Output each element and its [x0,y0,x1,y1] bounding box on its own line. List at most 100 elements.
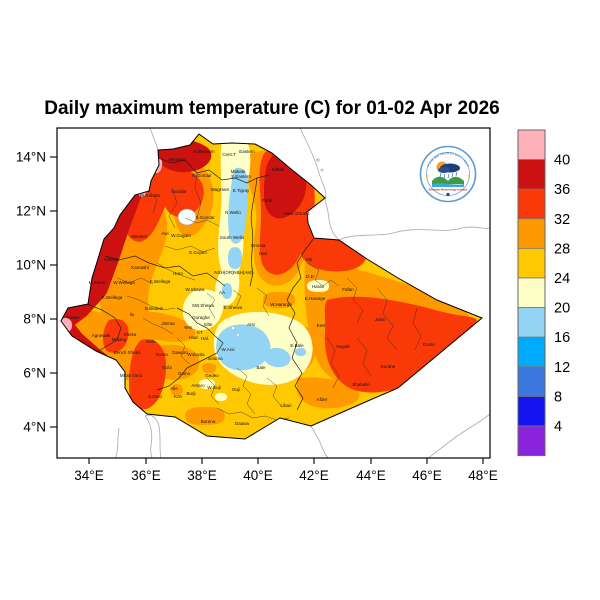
zone-label: Had. [189,335,199,340]
colorbar-cell-red [517,188,546,220]
colorbar-label: 4 [554,419,562,435]
temperature-colorbar: 40 36 32 28 24 20 16 12 8 4 [517,129,570,457]
zone-label: Erer [317,323,326,328]
zone-label: Alle [170,386,178,391]
x-tick-label: 34°E [74,468,103,483]
zone-label: Yem [184,325,193,330]
colorbar-label: 24 [554,271,570,287]
zone-label: E.Hararge [305,296,326,301]
zone-label: E.Tigray [233,188,250,193]
zone-label: Gondar [171,189,187,194]
zone-label: Kilbati [272,167,284,172]
colorbar-cell-orange [517,218,546,249]
colorbar-label: 32 [554,212,570,228]
zone-label: Mirab Omo [120,373,143,378]
zone-label: Agnewak [92,333,111,338]
x-tick-label: 42°E [299,468,328,483]
colorbar-label: 40 [554,153,570,169]
y-tick-label: 6°N [23,366,46,381]
zone-label: Jimma [161,321,175,326]
band-16-20 [216,167,306,371]
temperature-field [61,134,482,439]
plot-frame [56,127,491,459]
zone-label: N.Western [193,149,215,154]
colorbar-cell-darkred [517,159,546,190]
colorbar-cell-medblue [517,366,546,397]
zone-label: W.Gondar [140,193,161,198]
x-axis: 34°E 36°E 38°E 40°E 42°E 44°E 46°E 48°E [74,458,498,483]
zone-label: E.Wellega [150,279,171,284]
zone-boundaries [86,157,422,421]
colorbar-label: 16 [554,330,570,346]
zone-label: Metekel [131,234,147,239]
colorbar-cell-cream [517,277,546,309]
zone-label: SW.Shewa [192,303,215,308]
zone-label: AA [219,290,225,295]
zone-label: Horo [173,271,183,276]
zone-label: Gedeo [205,373,219,378]
colorbar-label: 36 [554,182,570,198]
zone-label: Bench Sheko [114,350,141,355]
logo-water-icon [432,183,464,187]
zone-label: Burji [186,391,195,396]
zone-label: Harari [312,284,324,289]
zone-label: K.Wellega [102,295,123,300]
zone-label: W.Hararge [270,302,292,307]
colorbar-outline [517,129,546,457]
colorbar-label: 28 [554,241,570,257]
lakes [177,208,240,337]
y-tick-label: 12°N [16,204,46,219]
zone-label: Awi [161,231,168,236]
zone-label: Hal. [201,336,209,341]
zone-label: NSH(OR) [214,270,234,275]
colorbar-label: 12 [554,360,570,376]
zone-label: M.Komo [89,280,106,285]
ethiopia-border [60,133,483,440]
page-title: Daily maximum temperature (C) for 01-02 … [44,98,500,119]
x-tick-label: 36°E [131,468,160,483]
colorbar-cell-blue [517,395,546,427]
zone-label: Eastern [239,149,255,154]
zone-label: Wolayita [187,352,205,357]
zone-label: Awsi /Zone 1 [284,211,310,216]
zone-label: Sheka [124,332,137,337]
zone-label: Siti [306,257,312,262]
zone-label: Guji [232,387,240,392]
zone-label: Arsi [247,322,255,327]
zone-label: Assosa [104,257,119,262]
colorbar-cell-lightblue [517,307,546,338]
zone-label: Gamo [178,371,191,376]
logo-star-left [426,175,428,177]
zone-label: Makale [231,169,246,174]
zone-label: S.Omo [148,394,163,399]
zone-label: Sidama [207,356,223,361]
zone-label: Silte [204,322,213,327]
zone-label: N.Gondar [192,173,212,178]
zone-label: N.Wello [225,210,241,215]
zone-label: Bale [256,365,266,370]
y-tick-label: 14°N [16,150,46,165]
zone-label: S.Eastern [231,174,251,179]
zone-label: Cent.T [222,152,236,157]
y-tick-label: 8°N [23,312,46,327]
zone-label: W.Guji [207,385,220,390]
zone-label: Shabelle [352,382,370,387]
zone-label: Korahe [381,364,396,369]
zone-label: E.Shewa [224,305,243,310]
y-axis: 14°N 12°N 10°N 8°N 6°N 4°N [16,150,57,435]
colorbar-label: 20 [554,301,570,317]
zone-label: D.D [306,274,315,279]
zone-label: Kefa [146,339,156,344]
logo-star-right [468,175,470,177]
zone-label: Mejang [112,337,127,342]
zone-label: Nogob [336,344,350,349]
colorbar-cell-gold [517,247,546,279]
zone-label: Doolo [423,342,435,347]
y-tick-label: 10°N [16,258,46,273]
logo-emblem-icon [446,192,450,197]
x-tick-label: 44°E [356,468,385,483]
zone-label: Dawuro [172,350,188,355]
zone-label: Fafan [342,287,354,292]
